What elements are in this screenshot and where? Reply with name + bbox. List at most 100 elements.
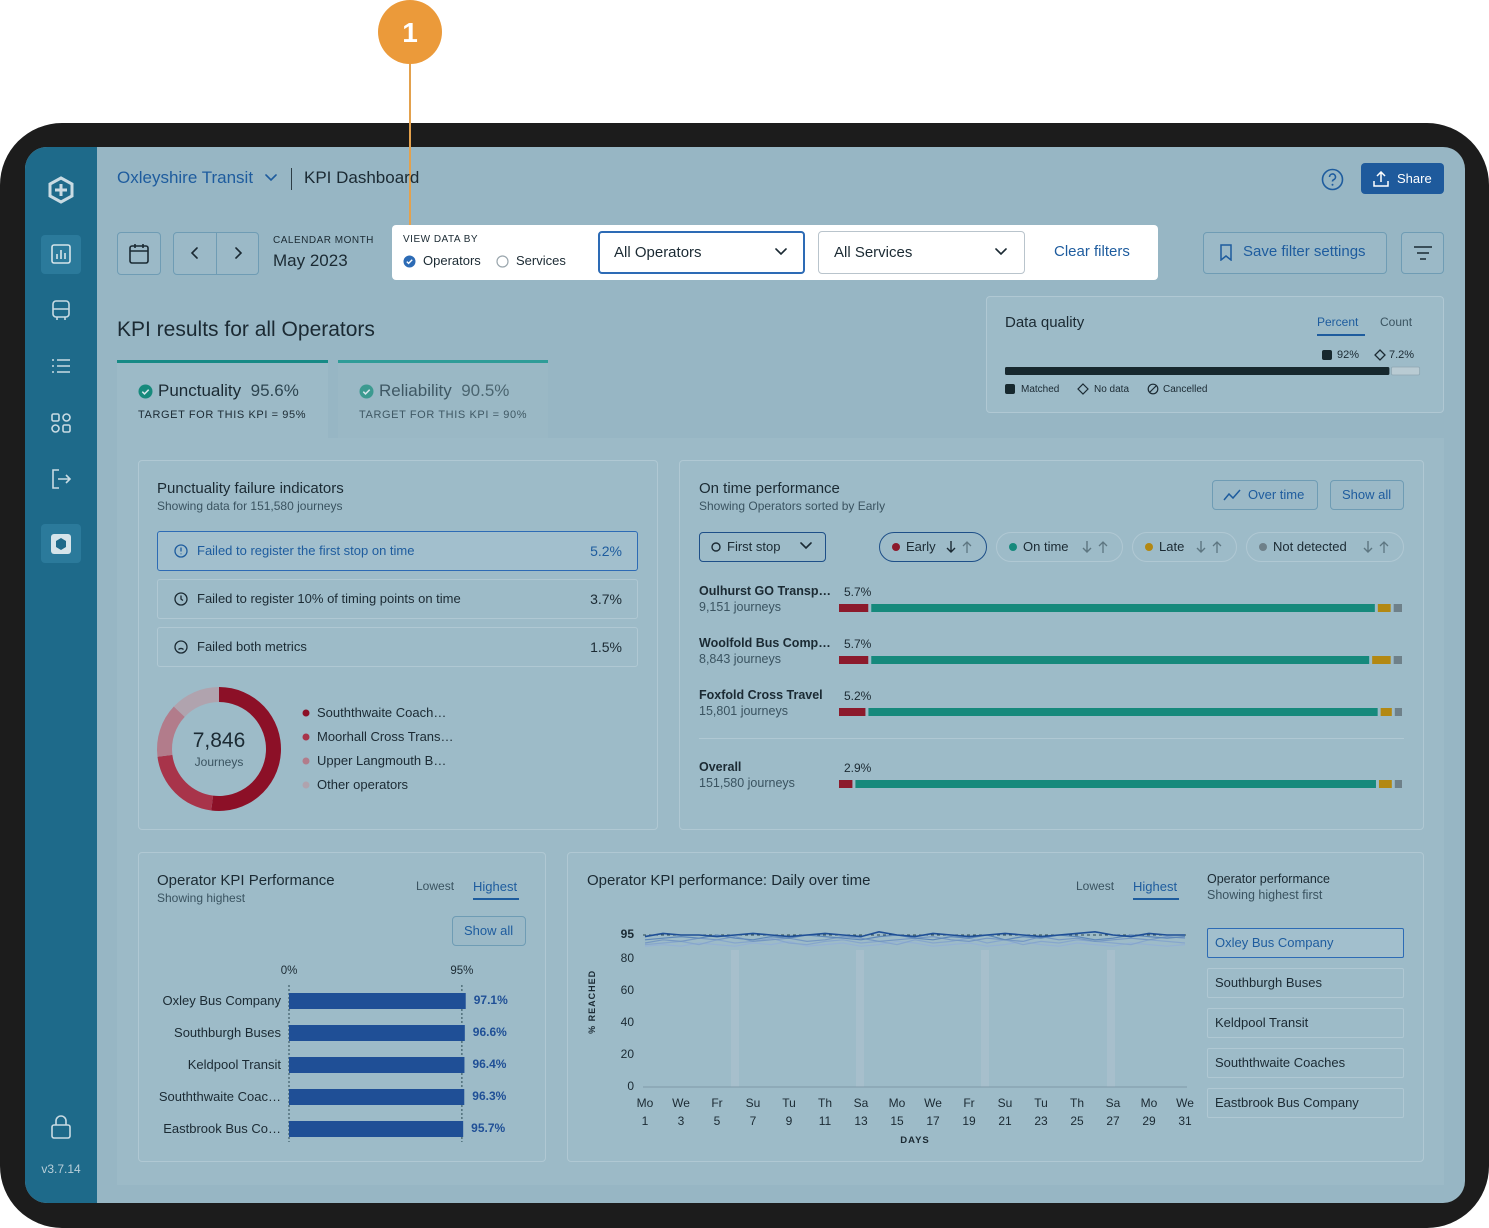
sort-chip[interactable]	[879, 532, 987, 562]
kpi-name: Reliability	[379, 381, 452, 400]
check-icon	[138, 384, 153, 399]
failure-item[interactable]	[157, 627, 638, 667]
section-title: KPI results for all Operators	[117, 318, 375, 342]
failure-item[interactable]	[157, 579, 638, 619]
kpi-target: TARGET FOR THIS KPI = 90%	[359, 408, 528, 421]
check-icon	[359, 384, 374, 399]
show-all-button[interactable]	[1330, 480, 1404, 510]
sort-underline	[1133, 898, 1179, 900]
operator-button[interactable]	[1207, 1088, 1404, 1118]
card-title: On time performance	[699, 480, 840, 498]
save-label: Save filter settings	[1243, 243, 1366, 261]
kpi-tab-heading: Punctuality 95.6%	[158, 380, 299, 402]
donut-unit: Journeys	[194, 755, 244, 770]
y-tick-label: 60	[620, 983, 634, 998]
operator-name: Woolfold Bus Comp…	[699, 635, 831, 650]
callout-badge	[378, 0, 442, 64]
dq-label: 7.2%	[1389, 348, 1415, 361]
x-tick-label: Tu 9	[782, 1096, 796, 1129]
weekend-column	[856, 950, 864, 1087]
month-nav-divider	[216, 232, 217, 275]
panel-title: Operator performance	[1207, 871, 1330, 886]
on-time-card	[679, 460, 1424, 830]
x-tick-label: Mo 1	[636, 1096, 654, 1129]
kpi-name: Punctuality	[158, 381, 242, 400]
operator-dropdown[interactable]	[598, 231, 805, 274]
legend-label: Moorhall Cross Trans…	[317, 728, 454, 744]
bookmark-icon	[1220, 244, 1232, 261]
chip-label: Not detected	[1273, 538, 1347, 554]
save-button[interactable]	[1203, 232, 1387, 274]
chip-dot	[1009, 543, 1017, 551]
operator-button[interactable]	[1207, 1008, 1404, 1038]
kpi-tab[interactable]	[338, 360, 548, 438]
failure-icon	[174, 544, 188, 558]
x-tick-label: We 3	[672, 1096, 690, 1129]
weekend-column	[1107, 950, 1115, 1087]
show-all-button[interactable]	[452, 916, 526, 946]
failure-item[interactable]	[157, 531, 638, 571]
x-tick-label: Sa 27	[1105, 1096, 1121, 1129]
share-button[interactable]	[1361, 163, 1444, 194]
share-icon	[1373, 171, 1389, 187]
matched-icon	[1322, 350, 1332, 360]
chevron-icon	[995, 248, 1007, 256]
failure-value: 3.7%	[590, 590, 622, 607]
sort-arrows	[946, 541, 972, 553]
button-label: Show all	[464, 922, 514, 938]
divider	[291, 168, 292, 190]
service-dropdown[interactable]	[818, 231, 1025, 274]
y-tick-label: Souththwaite Coac…	[158, 1088, 281, 1104]
page-title: KPI Dashboard	[304, 167, 420, 187]
operator-button[interactable]	[1207, 1048, 1404, 1078]
bar-label: 96.4%	[472, 1057, 507, 1072]
x-tick-label: Th 11	[817, 1096, 833, 1129]
failure-value: 5.2%	[590, 542, 622, 559]
weekend-column	[981, 950, 989, 1087]
y-tick-label: 20	[620, 1047, 634, 1062]
x-tick-label: Fr 5	[711, 1096, 723, 1129]
donut-total: 7,846	[192, 729, 246, 753]
x-tick-label: We 31	[1176, 1096, 1194, 1129]
kpi-tab[interactable]	[117, 360, 328, 440]
sort-chip[interactable]	[1246, 532, 1404, 562]
nav-app	[51, 534, 71, 554]
chevron-icon	[265, 174, 277, 182]
bar-label: 5.7%	[844, 637, 872, 652]
trend-icon	[1223, 489, 1241, 501]
nav-dashboard	[51, 244, 71, 264]
radio-empty	[496, 255, 509, 268]
x-tick-label: We 17	[924, 1096, 942, 1129]
failure-label: Failed to register the first stop on tim…	[197, 542, 415, 558]
clear-filters: Clear filters	[1054, 243, 1130, 261]
share-label: Share	[1397, 170, 1432, 186]
x-tick-label: Su 21	[997, 1096, 1013, 1129]
operator-button-label: Eastbrook Bus Company	[1215, 1094, 1359, 1110]
legend-matched	[1005, 384, 1015, 394]
y-tick-label: Eastbrook Bus Co…	[163, 1120, 281, 1136]
card-subtitle: Showing Operators sorted by Early	[699, 499, 886, 514]
weekend-column	[731, 950, 739, 1087]
bar-label: 5.7%	[844, 585, 872, 600]
operator-button[interactable]	[1207, 928, 1404, 958]
stop-dropdown[interactable]	[699, 532, 826, 562]
bar-label: 96.3%	[472, 1089, 507, 1104]
kpi-value: 90.5%	[461, 381, 510, 400]
data-quality-card	[986, 296, 1444, 413]
sort-toggle: Lowest	[1076, 879, 1115, 894]
over-time-button[interactable]	[1212, 480, 1318, 510]
y-tick-label: Southburgh Buses	[174, 1024, 281, 1040]
calendar-button[interactable]	[117, 232, 161, 275]
legend-label: No data	[1094, 383, 1130, 395]
sort-chip[interactable]	[996, 532, 1123, 562]
x-tick-label: Su 7	[745, 1096, 761, 1129]
radio-label: Services	[516, 252, 566, 268]
period: May 2023	[273, 250, 348, 270]
card-title: Operator KPI performance: Daily over tim…	[587, 872, 871, 890]
filter-icon	[1414, 246, 1432, 260]
sort-chip[interactable]	[1132, 532, 1237, 562]
radio-checked	[403, 255, 416, 268]
operator-button[interactable]	[1207, 968, 1404, 998]
y-tick-label: 0	[627, 1079, 634, 1094]
operator-button-label: Souththwaite Coaches	[1215, 1054, 1346, 1070]
